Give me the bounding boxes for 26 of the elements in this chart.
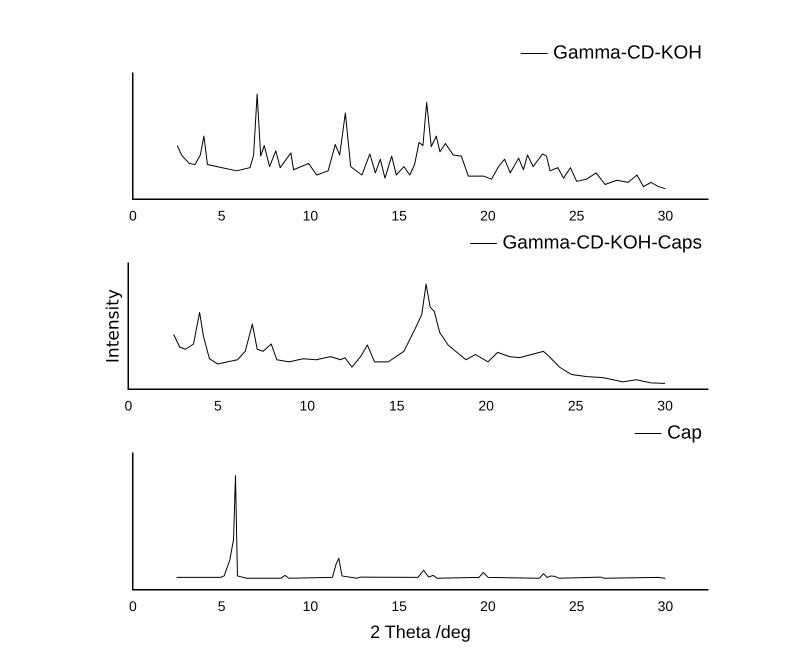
x-tick-label: 15	[388, 397, 405, 414]
x-tick-label: 0	[128, 598, 137, 614]
x-tick-label: 10	[302, 207, 318, 224]
x-tick-label: 5	[214, 397, 222, 414]
y-axis-title: Intensity	[104, 289, 124, 364]
x-tick-label: 5	[218, 598, 226, 614]
x-tick-label: 5	[218, 207, 226, 224]
x-tick-label: 0	[124, 397, 132, 414]
x-tick-label: 20	[480, 598, 496, 614]
legend-label: Cap	[667, 422, 702, 444]
x-tick-label: 20	[478, 397, 494, 414]
x-tick-label: 25	[568, 397, 584, 414]
x-tick-label: 30	[658, 598, 674, 614]
x-tick-label: 15	[391, 207, 408, 224]
legend-label: Gamma-CD-KOH-Caps	[502, 232, 702, 254]
legend-label: Gamma-CD-KOH	[553, 42, 702, 64]
x-tick-label: 25	[568, 598, 585, 614]
x-tick-label: 20	[480, 207, 496, 224]
x-tick-label: 25	[568, 207, 585, 224]
x-tick-label: 0	[128, 207, 137, 224]
x-tick-label: 10	[300, 397, 316, 414]
x-tick-label: 10	[302, 598, 318, 614]
x-tick-label: 15	[391, 598, 408, 614]
x-axis-title: 2 Theta /deg	[370, 622, 471, 642]
x-tick-label: 30	[658, 207, 674, 224]
x-tick-label: 30	[657, 397, 674, 414]
